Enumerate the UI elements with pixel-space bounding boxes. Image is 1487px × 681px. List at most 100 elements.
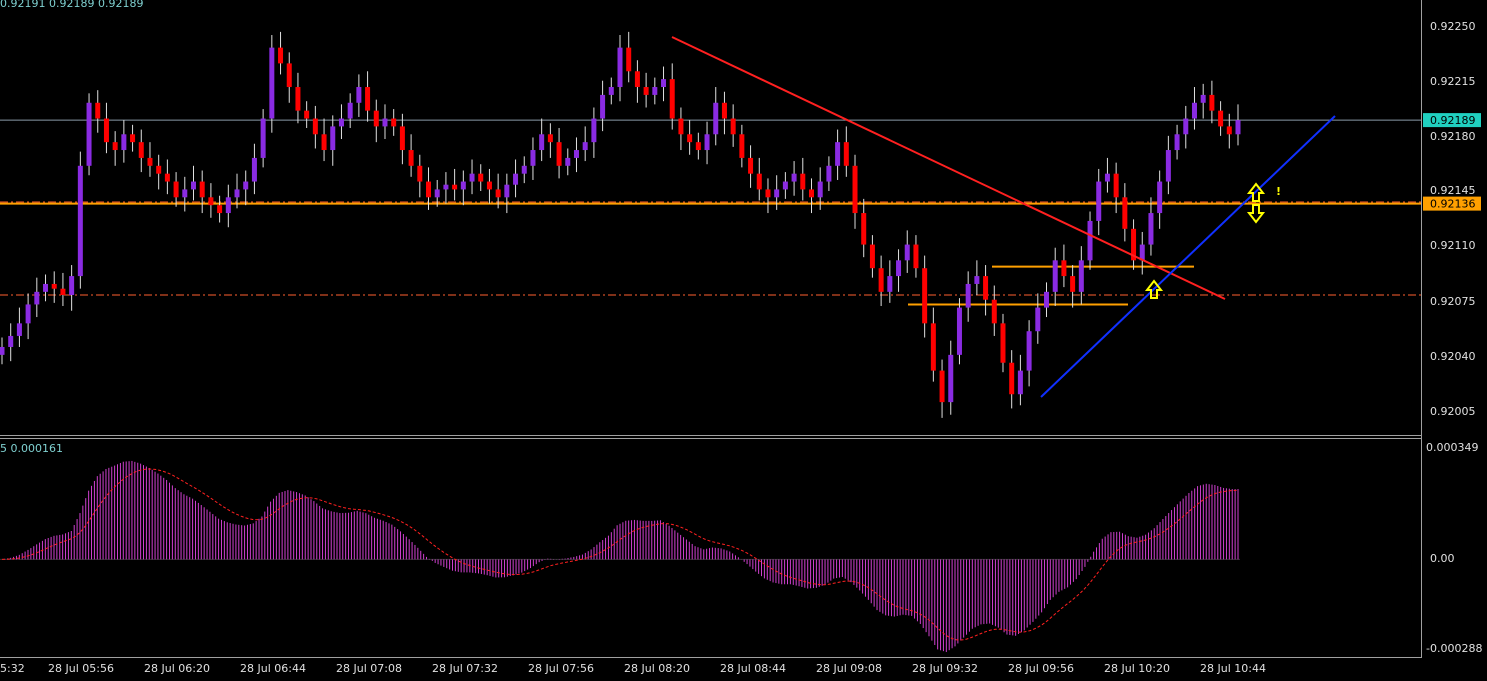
candle [573, 137, 579, 173]
candle-body [156, 165, 162, 174]
candle-body [922, 268, 928, 324]
candle [1218, 101, 1224, 136]
candle [1139, 231, 1145, 275]
candle [452, 168, 458, 201]
downtrend-line [671, 36, 1226, 300]
candle-body [661, 79, 667, 88]
candle-body [182, 189, 188, 198]
candle-body [1035, 307, 1041, 332]
candle-body [939, 370, 945, 403]
candle [1165, 135, 1171, 195]
candle [495, 173, 501, 209]
candle [634, 60, 640, 103]
candle-body [1165, 150, 1171, 182]
candle [1174, 124, 1180, 160]
candle-body [643, 87, 649, 95]
candle-body [1131, 228, 1137, 261]
candle [251, 143, 257, 195]
candle-body [486, 181, 492, 190]
candle-body [965, 283, 971, 308]
candle-body [1200, 94, 1206, 103]
candle [25, 293, 31, 340]
candle-body [460, 181, 466, 190]
candle-body [190, 181, 196, 190]
candle-body [1157, 181, 1163, 214]
candle [269, 35, 275, 133]
candle-body [408, 150, 414, 166]
candle-body [513, 173, 519, 185]
candle-body [756, 173, 762, 190]
candle-body [800, 173, 806, 190]
candle [504, 173, 510, 214]
candle [373, 99, 379, 143]
candle-body [138, 142, 144, 158]
candle-body [573, 150, 579, 158]
candle-body [103, 118, 109, 143]
candle [225, 184, 231, 228]
time-tick: 28 Jul 06:44 [240, 662, 306, 675]
candle [103, 102, 109, 154]
macd-tick: 0.000349 [1426, 441, 1479, 454]
candle-body [652, 87, 658, 95]
candle [939, 359, 945, 418]
candle-body [1096, 181, 1102, 221]
candle [530, 137, 536, 180]
macd-axis: 0.000349 0.00 -0.000288 [1426, 441, 1482, 655]
candle [713, 87, 719, 146]
candle [556, 127, 562, 179]
candle [956, 298, 962, 365]
candle-body [739, 134, 745, 158]
trendlines[interactable] [671, 36, 1336, 398]
time-tick: 28 Jul 10:44 [1200, 662, 1266, 675]
candle-body [434, 189, 440, 198]
candle-body [530, 150, 536, 166]
candle-body [1044, 291, 1050, 308]
candle-body [539, 134, 545, 151]
candle [69, 265, 75, 311]
candle [948, 340, 954, 415]
price-tick: 0.92215 [1430, 75, 1476, 88]
macd-histogram [0, 460, 1240, 653]
candle [617, 35, 623, 102]
candle-body [547, 134, 553, 143]
time-tick: 28 Jul 07:32 [432, 662, 498, 675]
candle [234, 173, 240, 209]
candle-body [1017, 370, 1023, 395]
price-tick: 0.92145 [1430, 184, 1476, 197]
candle [443, 172, 449, 204]
candle-body [121, 134, 127, 151]
candle [243, 170, 249, 206]
candle [678, 107, 684, 151]
candle-body [1174, 134, 1180, 151]
candle-body [278, 47, 284, 64]
candle [173, 172, 179, 207]
candle-body [1113, 173, 1119, 198]
current-price-badge: 0.92189 [1423, 113, 1481, 128]
candle [60, 272, 66, 307]
candle-body [0, 346, 5, 355]
candle [878, 255, 884, 307]
candle [922, 255, 928, 338]
candle-body [426, 181, 432, 198]
candle [1131, 219, 1137, 270]
candle [756, 157, 762, 201]
candle [217, 195, 223, 223]
candle-body [887, 276, 893, 292]
candle-body [582, 142, 588, 151]
candle-body [852, 165, 858, 214]
candle [1148, 197, 1154, 256]
price-tick: 0.92005 [1430, 405, 1476, 418]
candle-body [930, 323, 936, 371]
candle-body [913, 244, 919, 269]
candle-body [69, 276, 75, 295]
candle-body [478, 173, 484, 182]
candle [321, 118, 327, 162]
candle-body [1191, 102, 1197, 119]
candle-body [991, 299, 997, 324]
candle-body [199, 181, 205, 198]
candle-body [382, 118, 388, 127]
time-tick: 28 Jul 09:56 [1008, 662, 1074, 675]
candle-body [695, 142, 701, 151]
